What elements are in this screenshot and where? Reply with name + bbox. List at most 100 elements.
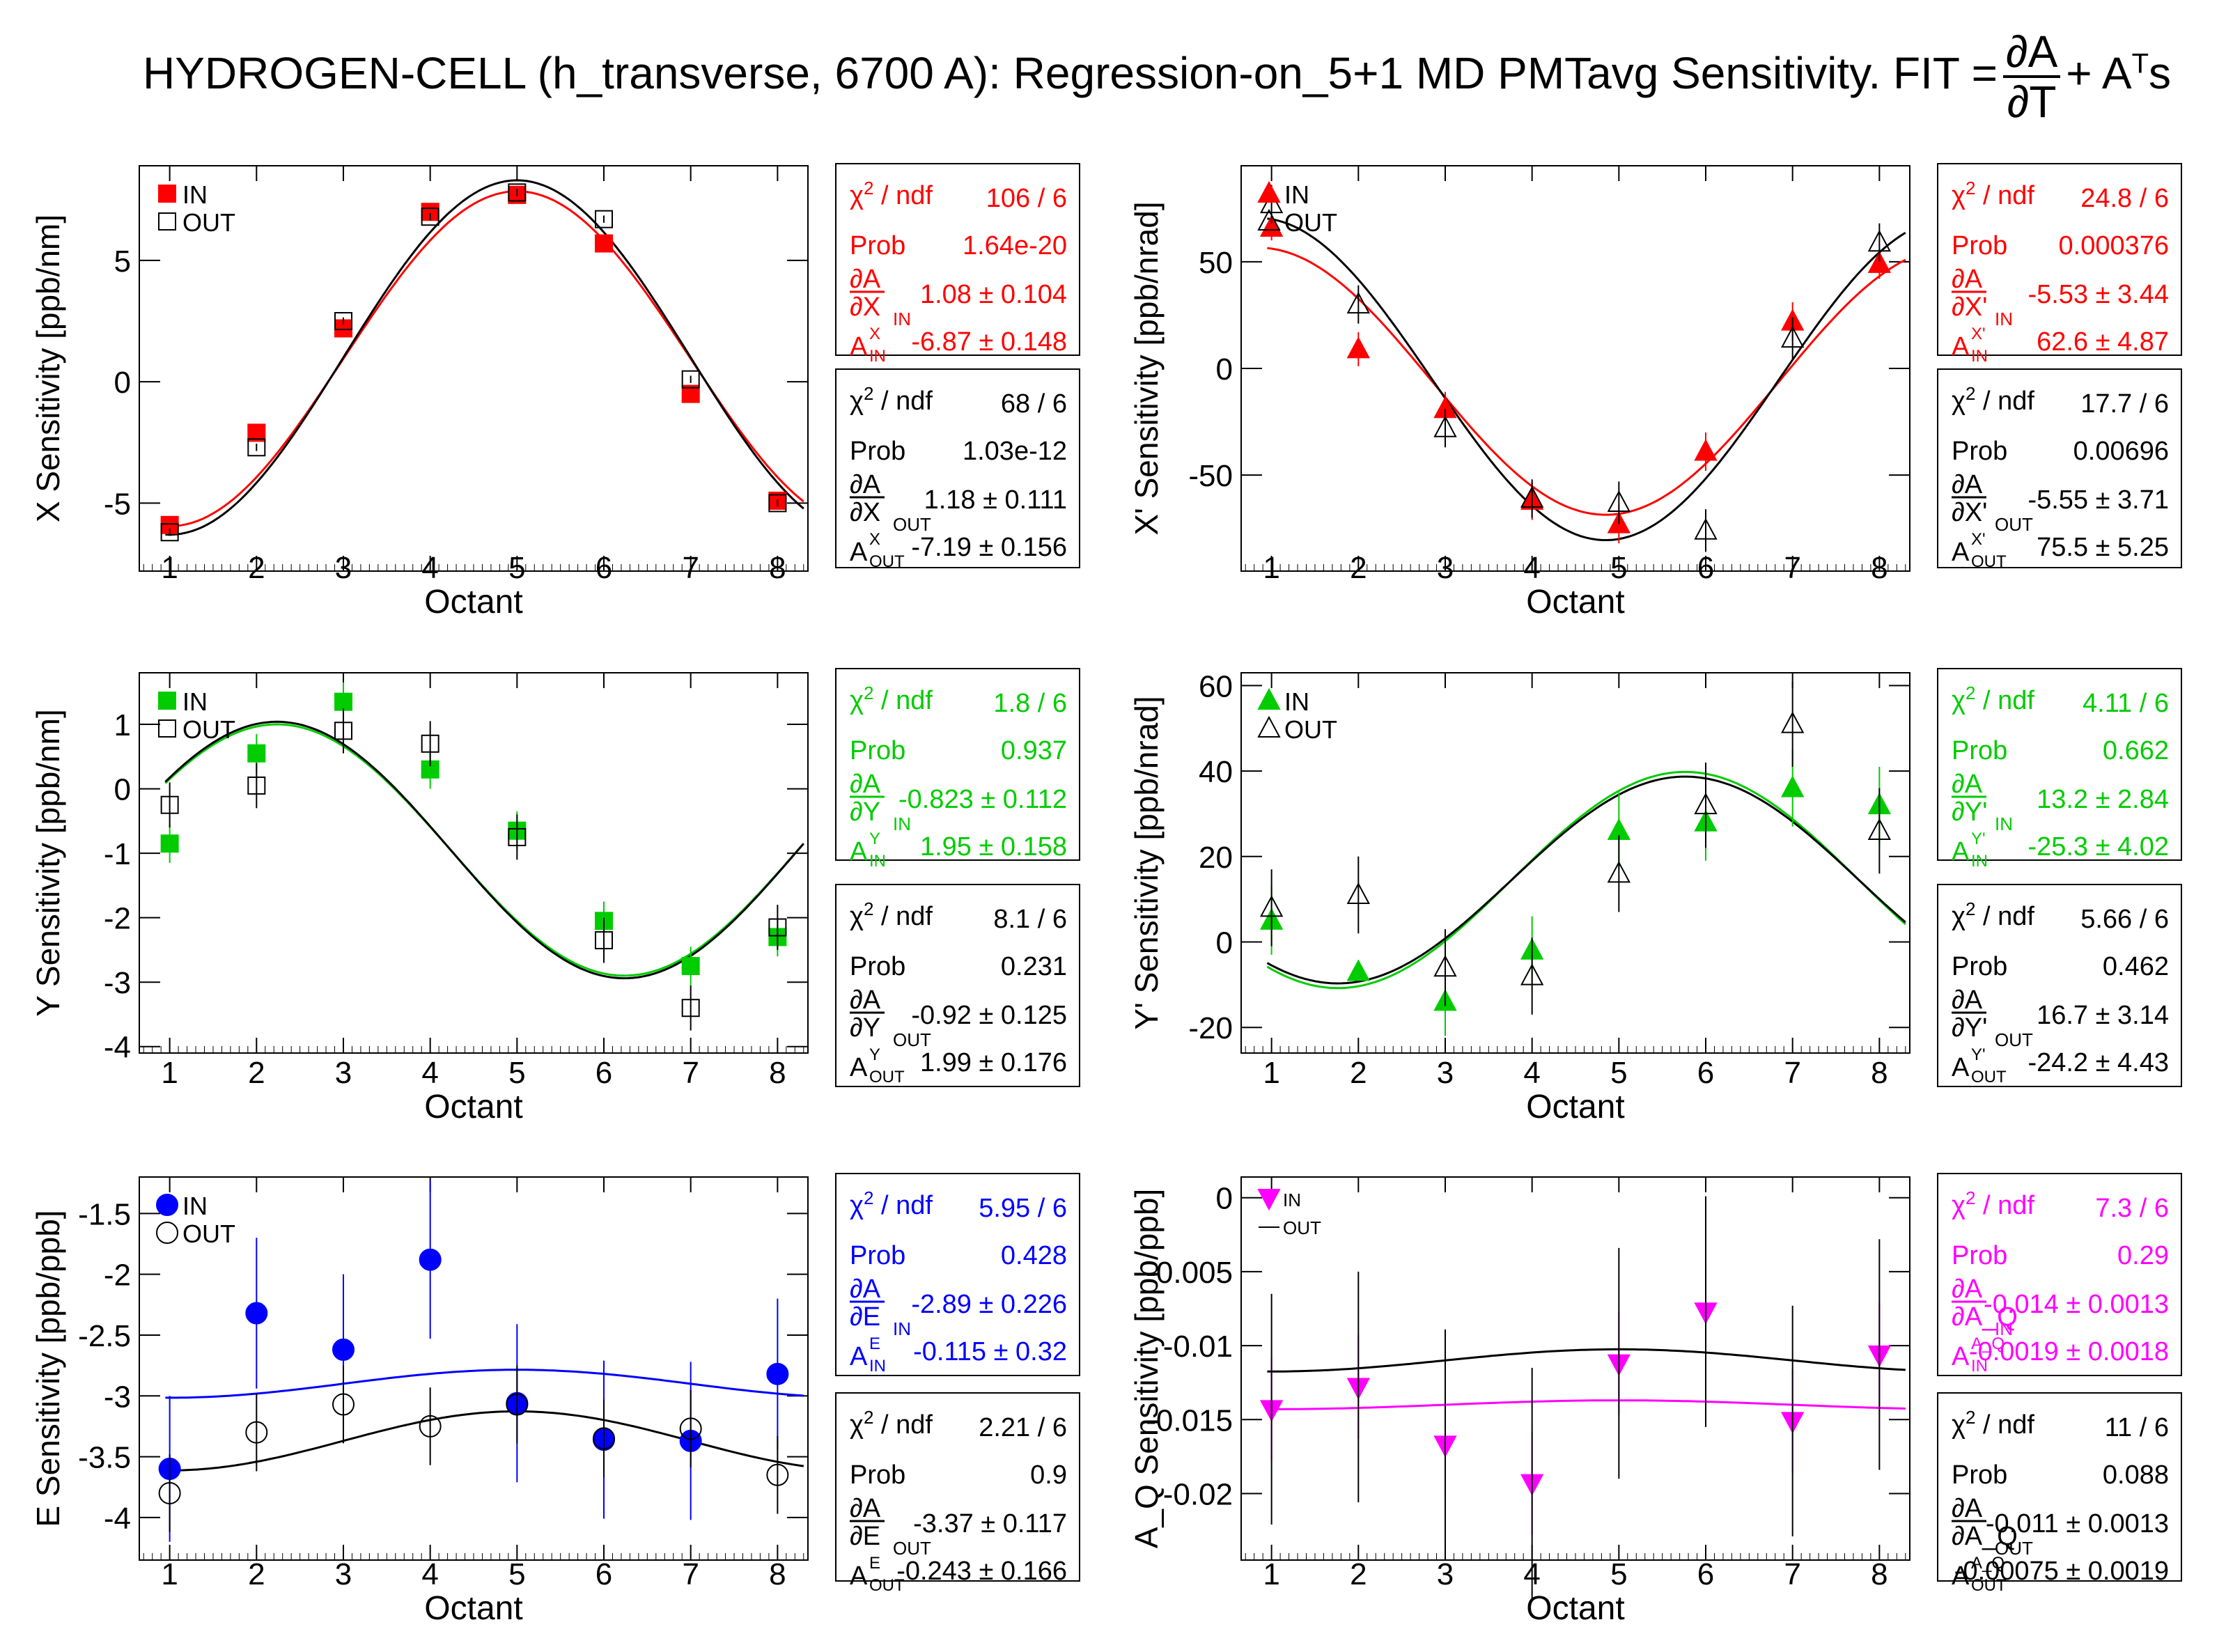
x-axis-label: Octant xyxy=(1526,584,1624,621)
legend-label-in: IN xyxy=(1284,180,1309,209)
x-tick-label: 7 xyxy=(1784,1557,1800,1591)
data-point-in xyxy=(1346,336,1370,359)
stats-box-in xyxy=(835,1173,1080,1376)
stats-deriv-den: ∂Y xyxy=(850,1013,880,1043)
stats-a-sup: A_Q xyxy=(1971,1554,2005,1573)
legend-marker-in xyxy=(1257,1189,1281,1211)
stats-a-sub: IN xyxy=(1971,852,1988,871)
y-tick-label: -2 xyxy=(104,902,131,936)
data-point-out xyxy=(1781,711,1805,733)
title-frac-num: ∂A xyxy=(2002,29,2061,78)
stats-deriv-sub: IN xyxy=(893,813,911,834)
stats-box-in xyxy=(835,163,1080,356)
plot-frame xyxy=(139,1176,809,1561)
stats-deriv-value: -3.37 ± 0.117 xyxy=(913,1509,1067,1538)
stats-deriv-value: -5.55 ± 3.71 xyxy=(2027,485,2169,515)
fit-curve-out xyxy=(165,1410,804,1472)
x-tick-label: 5 xyxy=(508,1557,525,1591)
fit-curve-out xyxy=(164,720,804,980)
data-point-in xyxy=(681,957,700,976)
data-point-out xyxy=(1346,882,1370,905)
y-tick-label: 20 xyxy=(1199,841,1233,875)
legend-label-in: IN xyxy=(1283,1190,1301,1210)
stats-deriv-sub: IN xyxy=(893,309,911,329)
data-point-out xyxy=(1867,818,1892,840)
stats-deriv-sub: IN xyxy=(1995,813,2013,834)
stats-a-sub: OUT xyxy=(1971,1068,2007,1086)
stats-a-sup: Y xyxy=(869,1045,880,1064)
legend-marker-out xyxy=(1257,715,1281,738)
data-point-out xyxy=(593,1427,616,1450)
title-tail-sup: T xyxy=(2131,48,2149,79)
stats-prob-value: 0.9 xyxy=(1030,1460,1067,1490)
stats-a-sup: Y' xyxy=(1971,1045,1986,1064)
stats-box-out xyxy=(1937,368,2182,568)
stats-deriv-den: ∂Y' xyxy=(1952,1013,1987,1043)
stats-a-value: -0.00075 ± 0.0019 xyxy=(1954,1557,2169,1586)
stats-chi2-label: χ2 / ndf xyxy=(850,178,933,210)
stats-chi2-label: χ2 / ndf xyxy=(1952,1407,2034,1440)
y-tick-label: -50 xyxy=(1188,459,1233,493)
y-tick-label: 0 xyxy=(114,366,131,400)
data-point-in xyxy=(160,834,179,853)
stats-chi2-value: 4.11 / 6 xyxy=(2083,689,2169,718)
fit-curve-out xyxy=(1267,217,1906,541)
y-tick-label: -0.015 xyxy=(1146,1403,1233,1437)
fit-curve-in xyxy=(1266,770,1906,990)
x-tick-label: 5 xyxy=(1610,1056,1627,1090)
legend-marker-in xyxy=(156,1194,178,1216)
stats-chi2-value: 24.8 / 6 xyxy=(2080,184,2169,213)
fit-curve-out xyxy=(1266,775,1906,985)
stats-a-sub: IN xyxy=(869,1357,886,1376)
stats-a-sup: E xyxy=(869,1334,880,1353)
stats-a-value: -6.87 ± 0.148 xyxy=(911,327,1067,357)
stats-a-label: A xyxy=(850,1561,868,1591)
stats-prob-label: Prob xyxy=(850,952,905,981)
data-point-out xyxy=(768,918,787,937)
chart-panel-4: 1 2 3 4 5 6 7 8 Octant -20 0 20 40 60 Y' Sensitivity [… xyxy=(1128,668,2182,1125)
chart-panel-5: 1 2 3 4 5 6 7 8 Octant -4 -3.5 -3 -2.5 -2 -1.5 E Sensit… xyxy=(30,1173,1080,1627)
stats-prob-label: Prob xyxy=(1952,231,2007,260)
data-point-out xyxy=(506,1393,529,1416)
data-point-in xyxy=(766,1362,789,1385)
data-point-out xyxy=(332,1393,355,1416)
x-axis-label: Octant xyxy=(1526,1089,1624,1125)
x-tick-label: 7 xyxy=(682,1557,699,1591)
data-point-out xyxy=(508,827,527,846)
stats-a-value: -0.0019 ± 0.0018 xyxy=(1969,1337,2169,1366)
x-tick-label: 8 xyxy=(769,1056,786,1090)
stats-prob-value: 1.64e-20 xyxy=(963,231,1067,260)
stats-chi2-label: χ2 / ndf xyxy=(1952,1187,2034,1220)
legend-label-in: IN xyxy=(182,180,208,209)
stats-chi2-value: 106 / 6 xyxy=(986,184,1067,213)
stats-a-sub: IN xyxy=(1971,1357,1988,1376)
stats-deriv-num: ∂A xyxy=(1952,470,1983,499)
stats-chi2-label: χ2 / ndf xyxy=(850,898,933,931)
y-tick-label: 5 xyxy=(114,244,131,279)
data-point-out xyxy=(158,1481,181,1504)
y-tick-label: -3.5 xyxy=(78,1441,131,1475)
stats-chi2-value: 5.95 / 6 xyxy=(979,1194,1067,1223)
stats-chi2-label: χ2 / ndf xyxy=(850,383,933,416)
y-axis-label: A_Q Sensitivity [ppb/ppb] xyxy=(1128,1189,1165,1549)
stats-a-label: A xyxy=(850,1053,868,1082)
stats-deriv-num: ∂A xyxy=(1952,985,1983,1015)
fit-curve-in xyxy=(1267,247,1906,516)
x-tick-label: 7 xyxy=(682,1056,699,1090)
legend-marker-in xyxy=(158,692,176,710)
stats-prob-value: 0.088 xyxy=(2103,1460,2169,1490)
x-tick-label: 2 xyxy=(248,1557,265,1591)
stats-a-value: -0.115 ± 0.32 xyxy=(913,1337,1067,1366)
x-tick-label: 8 xyxy=(769,1557,786,1591)
legend-marker-in xyxy=(1257,687,1281,710)
x-axis-label: Octant xyxy=(424,1590,522,1627)
y-tick-label: -4 xyxy=(104,1031,131,1065)
stats-deriv-value: -0.014 ± 0.0013 xyxy=(1984,1290,2169,1319)
stats-a-sub: OUT xyxy=(1971,1576,2007,1595)
stats-deriv-value: 13.2 ± 2.84 xyxy=(2037,785,2169,814)
y-axis-label: Y' Sensitivity [ppb/nrad] xyxy=(1128,696,1165,1029)
x-tick-label: 1 xyxy=(1263,1056,1279,1090)
data-point-out xyxy=(247,776,266,795)
x-tick-label: 2 xyxy=(248,1056,265,1090)
